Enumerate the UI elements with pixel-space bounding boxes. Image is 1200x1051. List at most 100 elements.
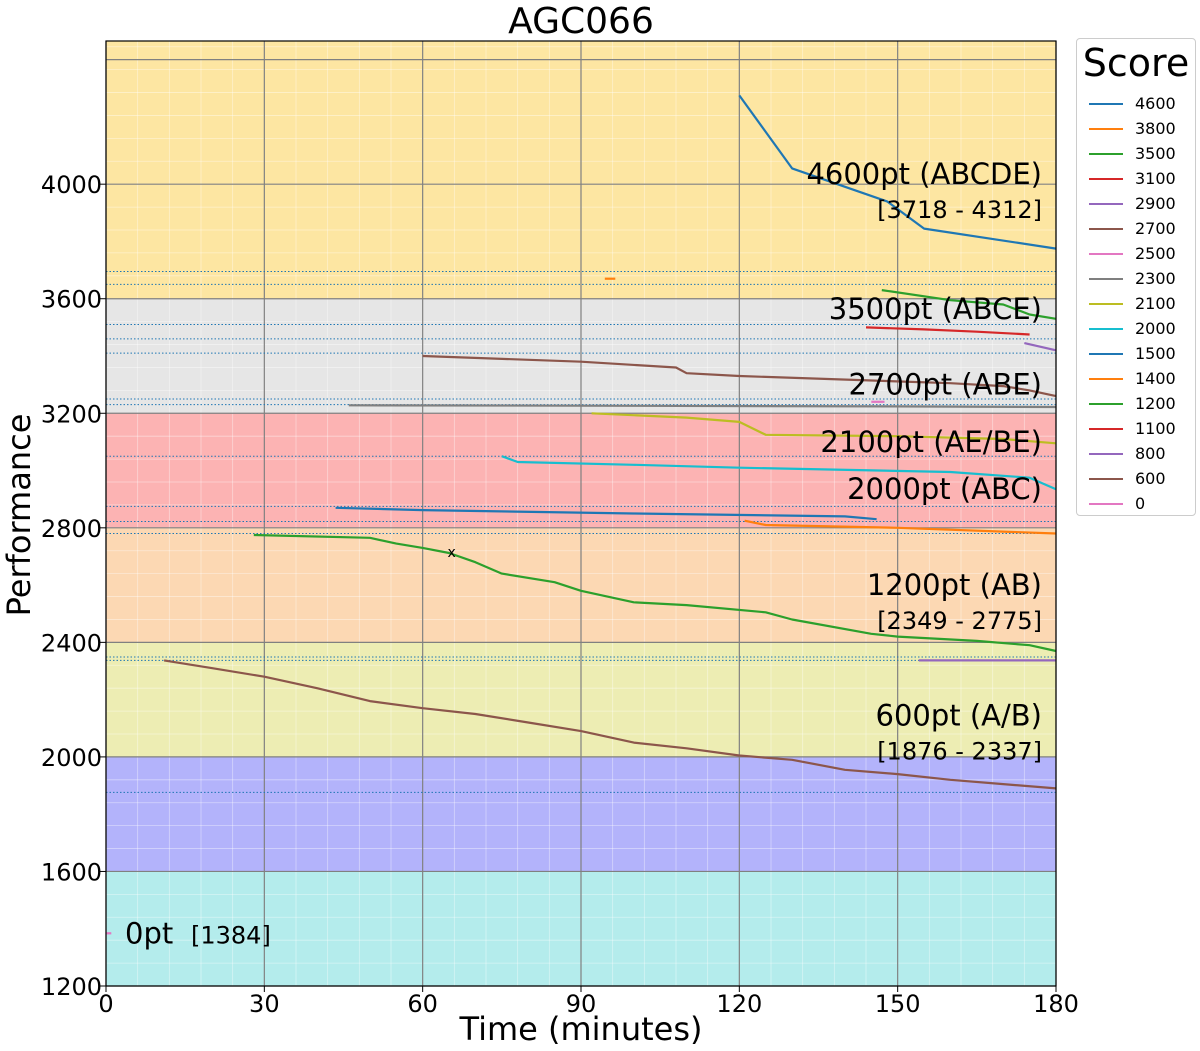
legend-label: 2900 — [1135, 194, 1176, 213]
legend-label: 4600 — [1135, 94, 1176, 113]
legend-swatch — [1089, 102, 1123, 105]
legend-item-2900: 2900 — [1089, 191, 1176, 216]
legend-item-2000: 2000 — [1089, 316, 1176, 341]
y-tick-label-2800: 2800 — [41, 515, 102, 543]
legend-item-1100: 1100 — [1089, 416, 1176, 441]
legend-item-0: 0 — [1089, 491, 1176, 516]
series-line-2900 — [1024, 342, 1057, 352]
x-axis-label: Time (minutes) — [459, 1010, 703, 1048]
legend-item-3100: 3100 — [1089, 166, 1176, 191]
axes: 0 30 60 90 120 150 180 1200 1600 2000 2400 2800 3200… — [41, 40, 1079, 1018]
legend-label: 1200 — [1135, 394, 1176, 413]
series-line-1400 — [744, 519, 1057, 535]
legend-swatch — [1089, 202, 1123, 205]
legend-item-3500: 3500 — [1089, 141, 1176, 166]
series-line-3100 — [865, 326, 1030, 336]
legend-item-1400: 1400 — [1089, 366, 1176, 391]
legend-label: 2000 — [1135, 319, 1176, 338]
annotation-range-0: [3718 - 4312] — [877, 196, 1042, 224]
x-tick-label-120: 120 — [716, 990, 762, 1018]
y-tick-label-2400: 2400 — [41, 629, 102, 657]
annotation-label-6: 600pt (A/B) — [876, 698, 1042, 732]
annotation-label-3: 2100pt (AE/BE) — [820, 425, 1042, 459]
series-line-3500 — [881, 289, 1057, 320]
legend-swatch — [1089, 277, 1123, 280]
legend-label: 1400 — [1135, 369, 1176, 388]
y-tick-label-4000: 4000 — [41, 171, 102, 199]
zero-annotation-label: 0pt — [125, 916, 173, 950]
legend-item-2700: 2700 — [1089, 216, 1176, 241]
series-line-1500 — [335, 506, 877, 521]
x-tick-label-0: 0 — [98, 990, 113, 1018]
y-tick-label-1200: 1200 — [41, 973, 102, 1001]
y-tick-label-2000: 2000 — [41, 744, 102, 772]
annotations: 4600pt (ABCDE) [3718 - 4312] 3500pt (ABCE)… — [125, 157, 1042, 950]
legend-label: 3500 — [1135, 144, 1176, 163]
legend-item-600: 600 — [1089, 466, 1176, 491]
legend-label: 2300 — [1135, 269, 1176, 288]
x-tick-label-180: 180 — [1033, 990, 1079, 1018]
annotation-label-0: 4600pt (ABCDE) — [806, 157, 1042, 191]
legend: Score 4600 3800 3500 3100 2900 2700 2500 2300 21… — [1076, 38, 1196, 516]
legend-swatch — [1089, 227, 1123, 230]
legend-title: Score — [1082, 41, 1190, 85]
legend-label: 1100 — [1135, 419, 1176, 438]
legend-items: 4600 3800 3500 3100 2900 2700 2500 2300 2100 2000… — [1089, 91, 1176, 516]
annotation-label-2: 2700pt (ABE) — [849, 368, 1042, 402]
x-tick-label-60: 60 — [407, 990, 438, 1018]
legend-item-2500: 2500 — [1089, 241, 1176, 266]
series-line-2700 — [422, 354, 1057, 398]
x-tick-label-90: 90 — [566, 990, 597, 1018]
legend-swatch — [1089, 377, 1123, 380]
x-marker: x — [448, 545, 456, 561]
legend-label: 3800 — [1135, 119, 1176, 138]
legend-item-3800: 3800 — [1089, 116, 1176, 141]
legend-item-4600: 4600 — [1089, 91, 1176, 116]
series-line-4600 — [738, 94, 1057, 250]
legend-label: 1500 — [1135, 344, 1176, 363]
legend-swatch — [1089, 327, 1123, 330]
legend-label: 2700 — [1135, 219, 1176, 238]
y-tick-label-3600: 3600 — [41, 286, 102, 314]
reference-lines — [106, 59, 1056, 793]
series-lines: x — [106, 94, 1057, 935]
series-line-2100 — [591, 412, 1057, 445]
legend-label: 600 — [1135, 469, 1166, 488]
legend-item-800: 800 — [1089, 441, 1176, 466]
annotation-label-1: 3500pt (ABCE) — [829, 292, 1042, 326]
legend-swatch — [1089, 502, 1123, 505]
legend-swatch — [1089, 302, 1123, 305]
chart-title: AGC066 — [508, 1, 654, 42]
legend-item-2100: 2100 — [1089, 291, 1176, 316]
annotation-label-4: 2000pt (ABC) — [847, 472, 1042, 506]
legend-item-2300: 2300 — [1089, 266, 1176, 291]
legend-swatch — [1089, 152, 1123, 155]
y-tick-label-3200: 3200 — [41, 400, 102, 428]
legend-label: 2500 — [1135, 244, 1176, 263]
legend-label: 2100 — [1135, 294, 1176, 313]
series-line-2300 — [348, 404, 1057, 409]
legend-swatch — [1089, 477, 1123, 480]
legend-swatch — [1089, 427, 1123, 430]
legend-swatch — [1089, 252, 1123, 255]
zero-annotation-range: [1384] — [191, 921, 271, 949]
y-axis-label: Performance — [0, 414, 38, 617]
annotation-label-5: 1200pt (AB) — [867, 568, 1042, 602]
y-tick-label-1600: 1600 — [41, 858, 102, 886]
legend-label: 800 — [1135, 444, 1166, 463]
legend-label: 0 — [1135, 494, 1146, 513]
x-tick-label-150: 150 — [875, 990, 921, 1018]
series-line-1200 — [253, 533, 1057, 653]
legend-label: 3100 — [1135, 169, 1176, 188]
annotation-range-6: [1876 - 2337] — [877, 737, 1042, 765]
legend-swatch — [1089, 452, 1123, 455]
x-tick-label-30: 30 — [249, 990, 280, 1018]
series-line-600 — [163, 659, 1057, 790]
annotation-range-5: [2349 - 2775] — [877, 607, 1042, 635]
legend-swatch — [1089, 127, 1123, 130]
legend-item-1500: 1500 — [1089, 341, 1176, 366]
series-line-2000 — [501, 455, 1057, 491]
legend-item-1200: 1200 — [1089, 391, 1176, 416]
legend-swatch — [1089, 402, 1123, 405]
